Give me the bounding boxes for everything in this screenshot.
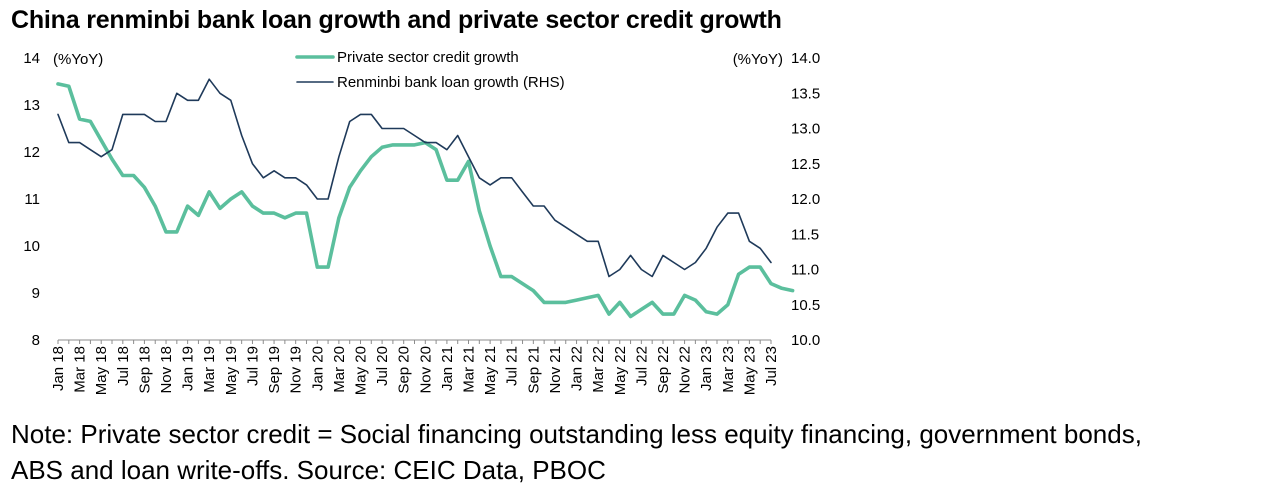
x-tick-label: Nov 19 <box>288 346 305 394</box>
series-line-private-credit-growth <box>56 82 795 319</box>
right-y-tick-label: 14.0 <box>791 50 820 67</box>
x-tick-label: Sep 20 <box>396 346 413 394</box>
x-tick-label: Jan 18 <box>50 346 67 391</box>
x-tick-label: Nov 20 <box>417 346 434 394</box>
right-axis-unit-label: (%YoY) <box>733 51 783 68</box>
x-tick-label: Nov 22 <box>677 346 694 394</box>
chart-title: China renminbi bank loan growth and priv… <box>11 6 782 34</box>
x-tick-label: May 19 <box>223 346 240 395</box>
x-tick-label: Mar 18 <box>72 346 89 393</box>
note-line-2: ABS and loan write-offs. Source: CEIC Da… <box>11 455 606 485</box>
right-y-tick-label: 13.0 <box>791 121 820 138</box>
left-y-tick-label: 14 <box>23 50 40 67</box>
x-tick-label: May 23 <box>741 346 758 395</box>
x-tick-label: Jul 23 <box>763 346 780 386</box>
right-y-tick-label: 12.0 <box>791 191 820 208</box>
left-y-tick-label: 8 <box>32 332 40 349</box>
right-y-tick-label: 11.0 <box>791 262 819 279</box>
x-tick-label: Mar 20 <box>331 346 348 393</box>
x-tick-label: Jul 20 <box>374 346 391 386</box>
chart-note: Note: Private sector credit = Social fin… <box>11 416 1271 488</box>
x-tick-label: Mar 22 <box>590 346 607 393</box>
right-y-tick-label: 11.5 <box>791 226 819 243</box>
right-y-tick-label: 10.0 <box>791 332 820 349</box>
legend-label: Renminbi bank loan growth (RHS) <box>337 74 565 91</box>
x-tick-label: Jul 22 <box>633 346 650 386</box>
x-tick-label: Sep 18 <box>136 346 153 394</box>
left-y-tick-label: 10 <box>23 238 40 255</box>
x-tick-label: Jan 21 <box>439 346 456 391</box>
x-tick-label: May 22 <box>612 346 629 395</box>
x-tick-label: Jan 23 <box>698 346 715 391</box>
x-tick-label: Jan 20 <box>309 346 326 391</box>
x-tick-label: Mar 19 <box>201 346 218 393</box>
x-tick-label: May 18 <box>93 346 110 395</box>
right-y-tick-label: 10.5 <box>791 297 820 314</box>
note-line-1: Note: Private sector credit = Social fin… <box>11 419 1142 449</box>
legend-label: Private sector credit growth <box>337 49 519 66</box>
x-tick-label: Jul 19 <box>244 346 261 386</box>
x-tick-label: Jul 18 <box>115 346 132 386</box>
x-tick-label: Jan 19 <box>180 346 197 391</box>
x-tick-label: Mar 21 <box>461 346 478 393</box>
x-tick-label: Nov 21 <box>547 346 564 394</box>
right-y-tick-label: 13.5 <box>791 85 820 102</box>
x-tick-label: May 20 <box>352 346 369 395</box>
legend: Private sector credit growth Renminbi ban… <box>295 49 565 91</box>
series-lines <box>56 78 795 319</box>
x-tick-label: Nov 18 <box>158 346 175 394</box>
left-y-tick-label: 12 <box>23 144 40 161</box>
x-tick-label: Jul 21 <box>504 346 521 386</box>
axes: Jan 18 Mar 18 May 18 Jul 18 Sep 18 Nov 18 Jan … <box>23 50 820 395</box>
line-chart: Jan 18 Mar 18 May 18 Jul 18 Sep 18 Nov 18 Jan … <box>23 49 820 395</box>
series-line-renminbi-loan-growth <box>57 78 772 278</box>
x-tick-label: Jan 22 <box>569 346 586 391</box>
x-tick-label: May 21 <box>482 346 499 395</box>
left-axis-unit-label: (%YoY) <box>53 51 103 68</box>
x-tick-label: Sep 21 <box>525 346 542 394</box>
x-tick-label: Mar 23 <box>720 346 737 393</box>
x-tick-label: Sep 19 <box>266 346 283 394</box>
right-y-tick-label: 12.5 <box>791 156 820 173</box>
left-y-tick-label: 13 <box>23 97 40 114</box>
left-y-tick-label: 11 <box>24 191 40 208</box>
x-tick-label: Sep 22 <box>655 346 672 394</box>
left-y-tick-label: 9 <box>32 285 40 302</box>
